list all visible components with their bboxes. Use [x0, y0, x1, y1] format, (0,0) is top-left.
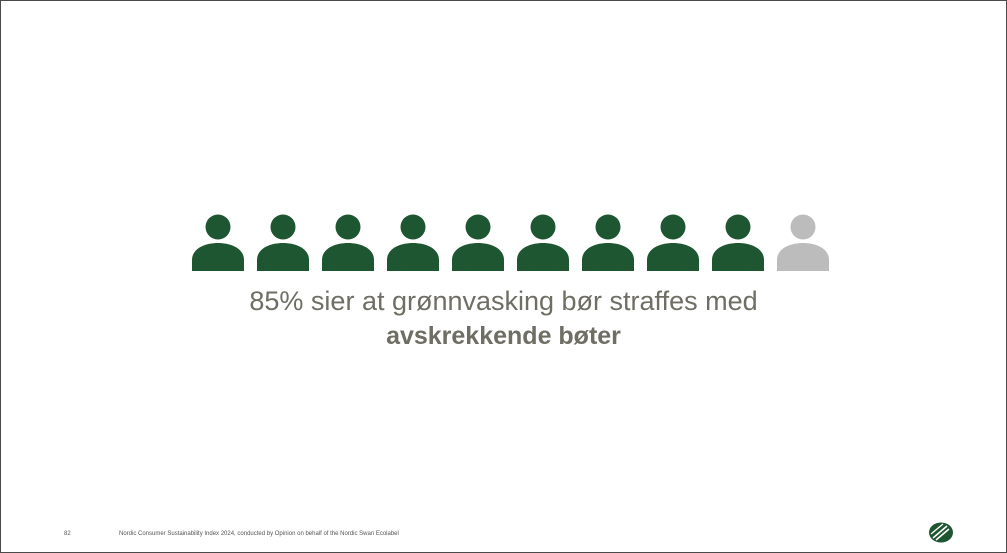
headline-line1: 85% sier at grønnvasking bør straffes me…	[249, 286, 758, 316]
person-icon	[582, 214, 634, 271]
page-number: 82	[64, 531, 71, 537]
person-icon	[517, 214, 569, 271]
person-icon	[712, 214, 764, 271]
headline: 85% sier at grønnvasking bør straffes me…	[1, 284, 1006, 354]
person-icon	[322, 214, 374, 271]
people-pictogram	[191, 214, 830, 271]
source-note: Nordic Consumer Sustainability Index 202…	[119, 531, 399, 537]
person-icon	[452, 214, 504, 271]
person-icon	[647, 214, 699, 271]
person-icon	[257, 214, 309, 271]
person-icon	[192, 214, 244, 271]
person-icon	[387, 214, 439, 271]
nordic-swan-logo-icon	[929, 522, 953, 543]
person-icon	[777, 214, 829, 271]
headline-line2: avskrekkende bøter	[386, 322, 621, 350]
